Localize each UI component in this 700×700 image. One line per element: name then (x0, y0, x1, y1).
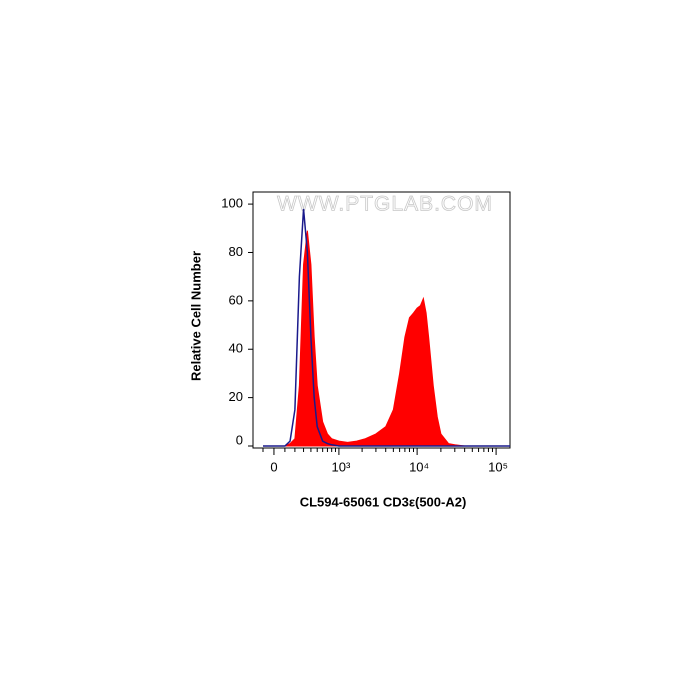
y-tick-label: 20 (229, 389, 243, 404)
y-tick-label: 80 (229, 244, 243, 259)
plot-frame (252, 191, 511, 449)
y-axis-title: Relative Cell Number (188, 251, 203, 381)
histogram-line (263, 208, 510, 447)
y-tick-label: 100 (221, 196, 243, 211)
x-axis-title: CL594-65061 CD3ε(500-A2) (300, 494, 467, 509)
watermark: WWW.PTGLAB.COM (277, 193, 493, 216)
y-tick-label: 0 (236, 432, 243, 447)
x-tick-label: 10³ (332, 459, 351, 474)
y-tick-label: 40 (229, 341, 243, 356)
x-tick-label: 0 (270, 459, 277, 474)
y-tick-label: 60 (229, 292, 243, 307)
x-tick-label: 10⁴ (409, 459, 429, 474)
x-tick-label: 10⁵ (488, 459, 508, 474)
